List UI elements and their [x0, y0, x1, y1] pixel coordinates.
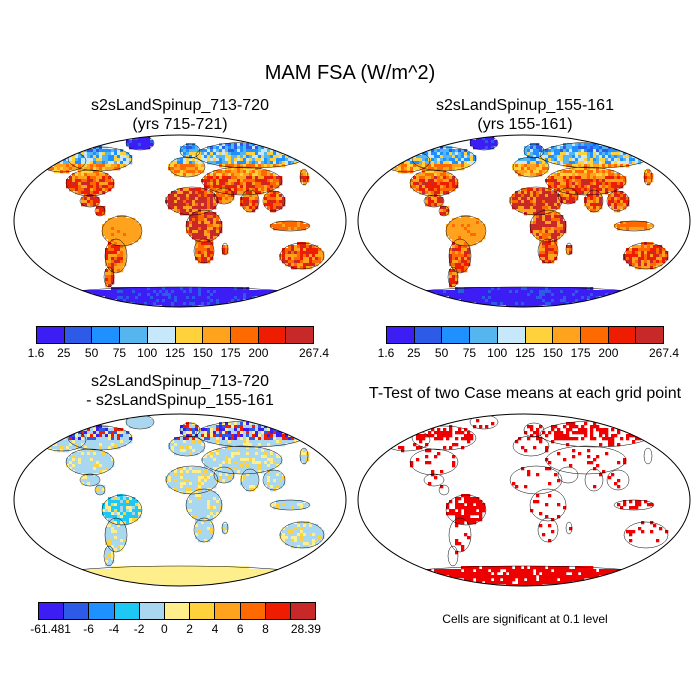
colorbar-swatch [190, 603, 216, 619]
colorbar-tick-label: -61.481 [30, 622, 71, 636]
colorbar-swatch [265, 603, 291, 619]
map-field [398, 419, 669, 586]
colorbar-tick-label: 267.4 [298, 346, 330, 360]
colorbar-tick-label: 200 [248, 346, 269, 360]
colorbar-swatch [164, 603, 191, 619]
colorbar-tick-label: 0 [161, 622, 168, 636]
colorbar-tick-label: 50 [84, 346, 99, 360]
colorbar-swatch [215, 603, 241, 619]
colorbar-swatch [580, 327, 609, 343]
colorbar-swatch [64, 327, 93, 343]
colorbar-tick-label: -6 [83, 622, 94, 636]
colorbar-swatch [497, 327, 526, 343]
colorbar-tick-label: 50 [434, 346, 449, 360]
colorbar-tick-label: 200 [598, 346, 619, 360]
colorbar-swatch [89, 603, 115, 619]
map-difference [13, 413, 347, 587]
colorbar-swatch [442, 327, 471, 343]
colorbar-tick-label: 1.6 [377, 346, 395, 360]
colorbar-swatch [286, 327, 314, 343]
panel4-title: T-Test of two Case means at each grid po… [352, 384, 698, 403]
map-border [13, 413, 347, 587]
colorbar-tick-label: 125 [514, 346, 536, 360]
colorbar-tick-label: 2 [186, 622, 193, 636]
colorbar-swatch [39, 603, 65, 619]
colorbar-difference-labels: -61.481 -6 -4 -2 0 2 4 6 8 28.39 [30, 622, 321, 638]
colorbar-tick-label: 75 [462, 346, 477, 360]
colorbar-swatch [147, 327, 176, 343]
map-case1 [13, 134, 347, 308]
colorbar-tick-label: 100 [137, 346, 158, 360]
colorbar-swatch [203, 327, 231, 343]
colorbar-tick-label: 150 [542, 346, 563, 360]
colorbar-tick-label: 8 [262, 622, 269, 636]
colorbar-tick-label: 1.6 [27, 346, 45, 360]
colorbar-tick-label: 75 [112, 346, 127, 360]
colorbar-swatch [175, 327, 204, 343]
map-case2 [357, 134, 691, 308]
panel3-title-line1: s2sLandSpinup_713-720 [91, 373, 269, 390]
colorbar-tick-label: 28.39 [290, 622, 321, 636]
colorbar-case1-labels: 1.6 25 50 75 100 125 150 175 200 267.4 [28, 346, 329, 362]
panel1-title-line1: s2sLandSpinup_713-720 [91, 97, 269, 114]
panel3-title: s2sLandSpinup_713-720 - s2sLandSpinup_15… [15, 372, 345, 410]
colorbar-case1 [36, 326, 314, 344]
colorbar-swatch [525, 327, 554, 343]
colorbar-difference [38, 602, 316, 620]
panel4-title-line1: T-Test of two Case means at each grid po… [368, 385, 682, 402]
colorbar-tick-label: 125 [164, 346, 186, 360]
colorbar-tick-label: -4 [108, 622, 120, 636]
colorbar-swatch [387, 327, 415, 343]
colorbar-tick-label: 150 [192, 346, 213, 360]
colorbar-tick-label: -2 [133, 622, 145, 636]
panel1-title-line2: (yrs 715-721) [132, 116, 228, 133]
colorbar-tick-label: 175 [570, 346, 591, 360]
colorbar-swatch [470, 327, 498, 343]
significance-note: Cells are significant at 0.1 level [442, 612, 608, 626]
colorbar-swatch [230, 327, 259, 343]
colorbar-tick-label: 4 [211, 622, 219, 636]
colorbar-case2-labels: 1.6 25 50 75 100 125 150 175 200 267.4 [378, 346, 679, 362]
map-field [48, 416, 325, 586]
colorbar-tick-label: 6 [236, 622, 244, 636]
colorbar-swatch [608, 327, 637, 343]
panel2-title-line1: s2sLandSpinup_155-161 [436, 97, 614, 114]
colorbar-swatch [64, 603, 90, 619]
colorbar-swatch [92, 327, 121, 343]
colorbar-tick-label: 267.4 [648, 346, 680, 360]
map-border [357, 413, 691, 587]
colorbar-swatch [139, 603, 165, 619]
colorbar-swatch [290, 603, 316, 619]
colorbar-tick-label: 175 [220, 346, 241, 360]
colorbar-swatch [258, 327, 287, 343]
panel2-title-line2: (yrs 155-161) [477, 116, 573, 133]
map-border [357, 134, 691, 308]
panel1-title: s2sLandSpinup_713-720 (yrs 715-721) [15, 96, 345, 134]
colorbar-case2 [386, 326, 664, 344]
colorbar-tick-label: 25 [407, 346, 421, 360]
colorbar-swatch [37, 327, 65, 343]
colorbar-swatch [636, 327, 664, 343]
colorbar-swatch [240, 603, 266, 619]
panel3-title-line2: - s2sLandSpinup_155-161 [86, 392, 274, 409]
panel2-title: s2sLandSpinup_155-161 (yrs 155-161) [360, 96, 690, 134]
map-ttest-significance [357, 413, 691, 587]
colorbar-swatch [553, 327, 581, 343]
colorbar-tick-label: 100 [487, 346, 508, 360]
map-border [13, 134, 347, 308]
colorbar-tick-label: 25 [57, 346, 71, 360]
colorbar-swatch [120, 327, 148, 343]
colorbar-swatch [114, 603, 140, 619]
figure-title: MAM FSA (W/m^2) [264, 62, 436, 84]
colorbar-swatch [414, 327, 443, 343]
